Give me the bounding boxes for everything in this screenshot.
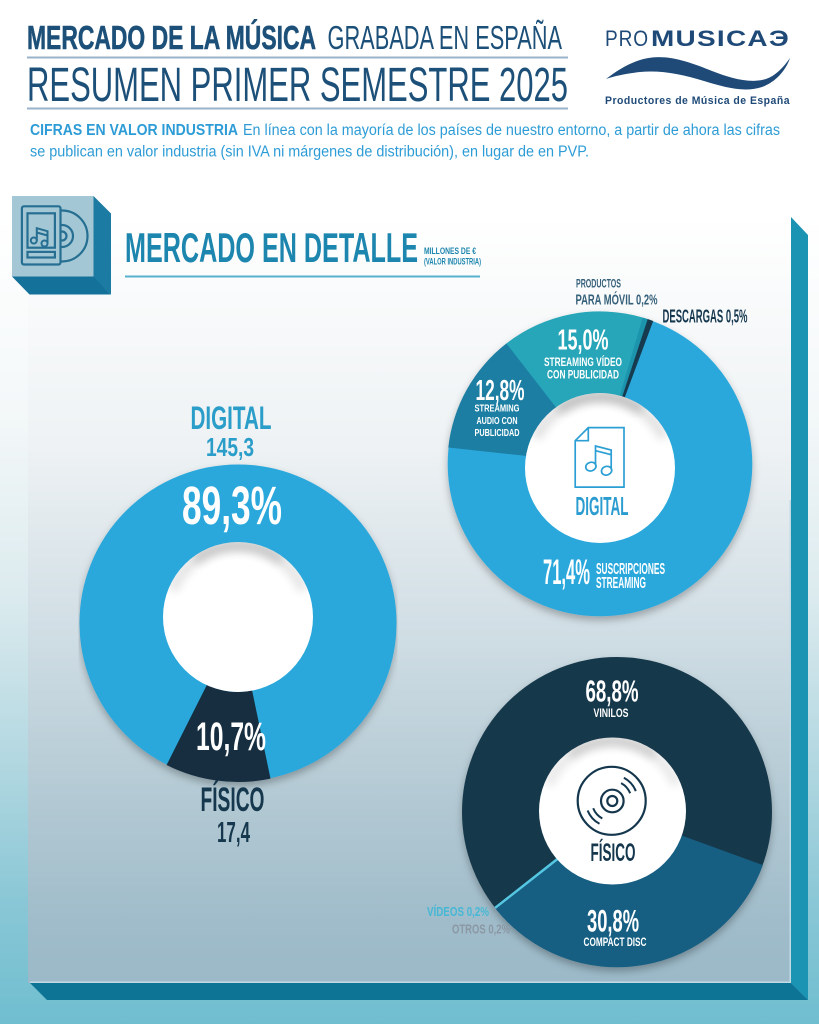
svg-text:DIGITAL: DIGITAL [576,493,629,521]
svg-text:DESCARGAS 0,5%: DESCARGAS 0,5% [663,306,748,327]
svg-text:MUSICAЭ: MUSICAЭ [651,26,790,51]
svg-text:CON PUBLICIDAD: CON PUBLICIDAD [547,370,619,382]
svg-text:SUSCRIPCIONES: SUSCRIPCIONES [596,561,665,578]
svg-text:se publican en valor industria: se publican en valor industria (sin IVA … [30,144,589,161]
svg-text:RESUMEN PRIMER SEMESTRE 2025: RESUMEN PRIMER SEMESTRE 2025 [27,59,568,112]
svg-text:15,0%: 15,0% [558,325,609,357]
svg-text:STREAMING VÍDEO: STREAMING VÍDEO [544,356,622,369]
svg-text:VINILOS: VINILOS [594,708,629,720]
svg-text:(VALOR INDUSTRIA): (VALOR INDUSTRIA) [424,257,481,267]
svg-text:12,8%: 12,8% [476,375,525,407]
svg-text:PRODUCTOS: PRODUCTOS [576,279,621,291]
svg-text:AUDIO CON: AUDIO CON [477,415,518,427]
svg-text:COMPACT DISC: COMPACT DISC [584,935,647,949]
svg-text:68,8%: 68,8% [586,674,639,709]
svg-text:FÍSICO: FÍSICO [591,838,636,867]
svg-text:GRABADA EN ESPAÑA: GRABADA EN ESPAÑA [328,19,563,56]
svg-text:71,4%: 71,4% [543,553,590,592]
svg-text:MILLONES DE €: MILLONES DE € [424,246,476,256]
svg-text:145,3: 145,3 [206,434,254,462]
svg-text:89,3%: 89,3% [182,476,282,536]
svg-text:En línea con la mayoría de los: En línea con la mayoría de los países de… [243,122,780,139]
svg-text:MERCADO EN DETALLE: MERCADO EN DETALLE [125,224,418,271]
svg-text:DIGITAL: DIGITAL [191,400,272,436]
svg-text:PUBLICIDAD: PUBLICIDAD [475,427,520,439]
svg-text:STREAMING: STREAMING [475,403,520,415]
svg-text:30,8%: 30,8% [587,903,639,939]
svg-text:FÍSICO: FÍSICO [201,779,265,819]
svg-text:Productores de Música de Españ: Productores de Música de España [605,95,790,107]
svg-text:PRO: PRO [605,26,649,51]
svg-text:STREAMING: STREAMING [596,575,646,592]
svg-text:MERCADO DE LA MÚSICA: MERCADO DE LA MÚSICA [27,19,316,56]
svg-text:CIFRAS EN VALOR INDUSTRIA: CIFRAS EN VALOR INDUSTRIA [30,122,238,139]
svg-text:17,4: 17,4 [217,817,250,849]
svg-text:OTROS 0,2%: OTROS 0,2% [452,922,510,937]
svg-text:10,7%: 10,7% [196,715,266,759]
svg-text:PARA MÓVIL 0,2%: PARA MÓVIL 0,2% [576,290,658,308]
svg-text:VÍDEOS 0,2%: VÍDEOS 0,2% [427,904,489,919]
